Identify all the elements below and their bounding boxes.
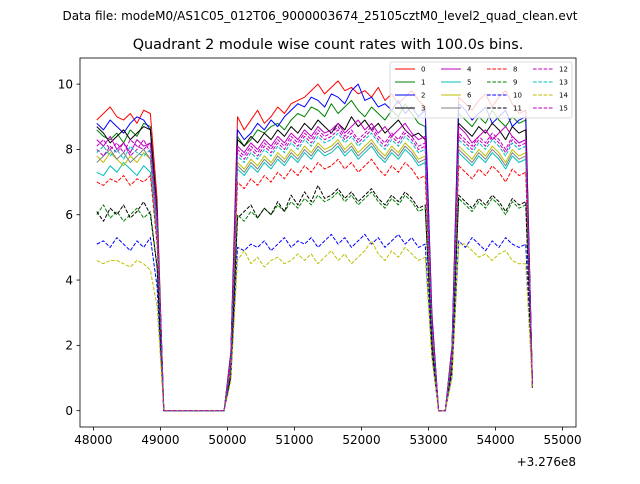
chart-title: Quadrant 2 module wise count rates with … <box>133 37 524 53</box>
legend-label-10: 10 <box>513 92 522 100</box>
x-tick-label: 52000 <box>342 433 380 447</box>
x-tick-label: 50000 <box>208 433 246 447</box>
legend-box <box>389 61 573 119</box>
x-tick-label: 51000 <box>275 433 313 447</box>
axes: 48000 49000 50000 51000 52000 53000 54000 55000… <box>58 57 582 447</box>
legend-label-0: 0 <box>421 66 425 74</box>
legend-label-12: 12 <box>559 66 568 74</box>
suptitle: Data file: modeM0/AS1C05_012T06_90000036… <box>62 9 577 23</box>
legend-label-13: 13 <box>559 79 568 87</box>
series-line-15 <box>96 126 533 412</box>
legend-label-9: 9 <box>513 79 517 87</box>
x-tick-label: 48000 <box>74 433 112 447</box>
legend-label-15: 15 <box>559 105 568 113</box>
y-tick-label: 4 <box>65 273 73 287</box>
x-tick-label: 55000 <box>544 433 582 447</box>
y-tick-label: 10 <box>58 77 73 91</box>
legend-label-1: 1 <box>421 79 425 87</box>
series-line-14 <box>96 240 533 412</box>
legend-label-14: 14 <box>559 92 568 100</box>
axes-frame <box>79 57 577 428</box>
legend-label-7: 7 <box>467 105 471 113</box>
legend-label-5: 5 <box>467 79 471 87</box>
x-tick-label: 54000 <box>476 433 514 447</box>
legend-label-2: 2 <box>421 92 425 100</box>
legend-label-4: 4 <box>467 66 472 74</box>
y-tick-label: 2 <box>65 339 73 353</box>
x-tick-label: 49000 <box>141 433 179 447</box>
x-tick-label: 53000 <box>409 433 447 447</box>
y-tick-label: 0 <box>65 404 73 418</box>
legend-label-11: 11 <box>513 105 522 113</box>
x-offset-label: +3.276e8 <box>517 455 576 469</box>
legend-label-3: 3 <box>421 105 425 113</box>
legend-label-8: 8 <box>513 66 517 74</box>
y-tick-label: 8 <box>65 143 73 157</box>
y-tick-label: 6 <box>65 208 73 222</box>
plot-area <box>96 80 533 412</box>
legend-label-6: 6 <box>467 92 472 100</box>
